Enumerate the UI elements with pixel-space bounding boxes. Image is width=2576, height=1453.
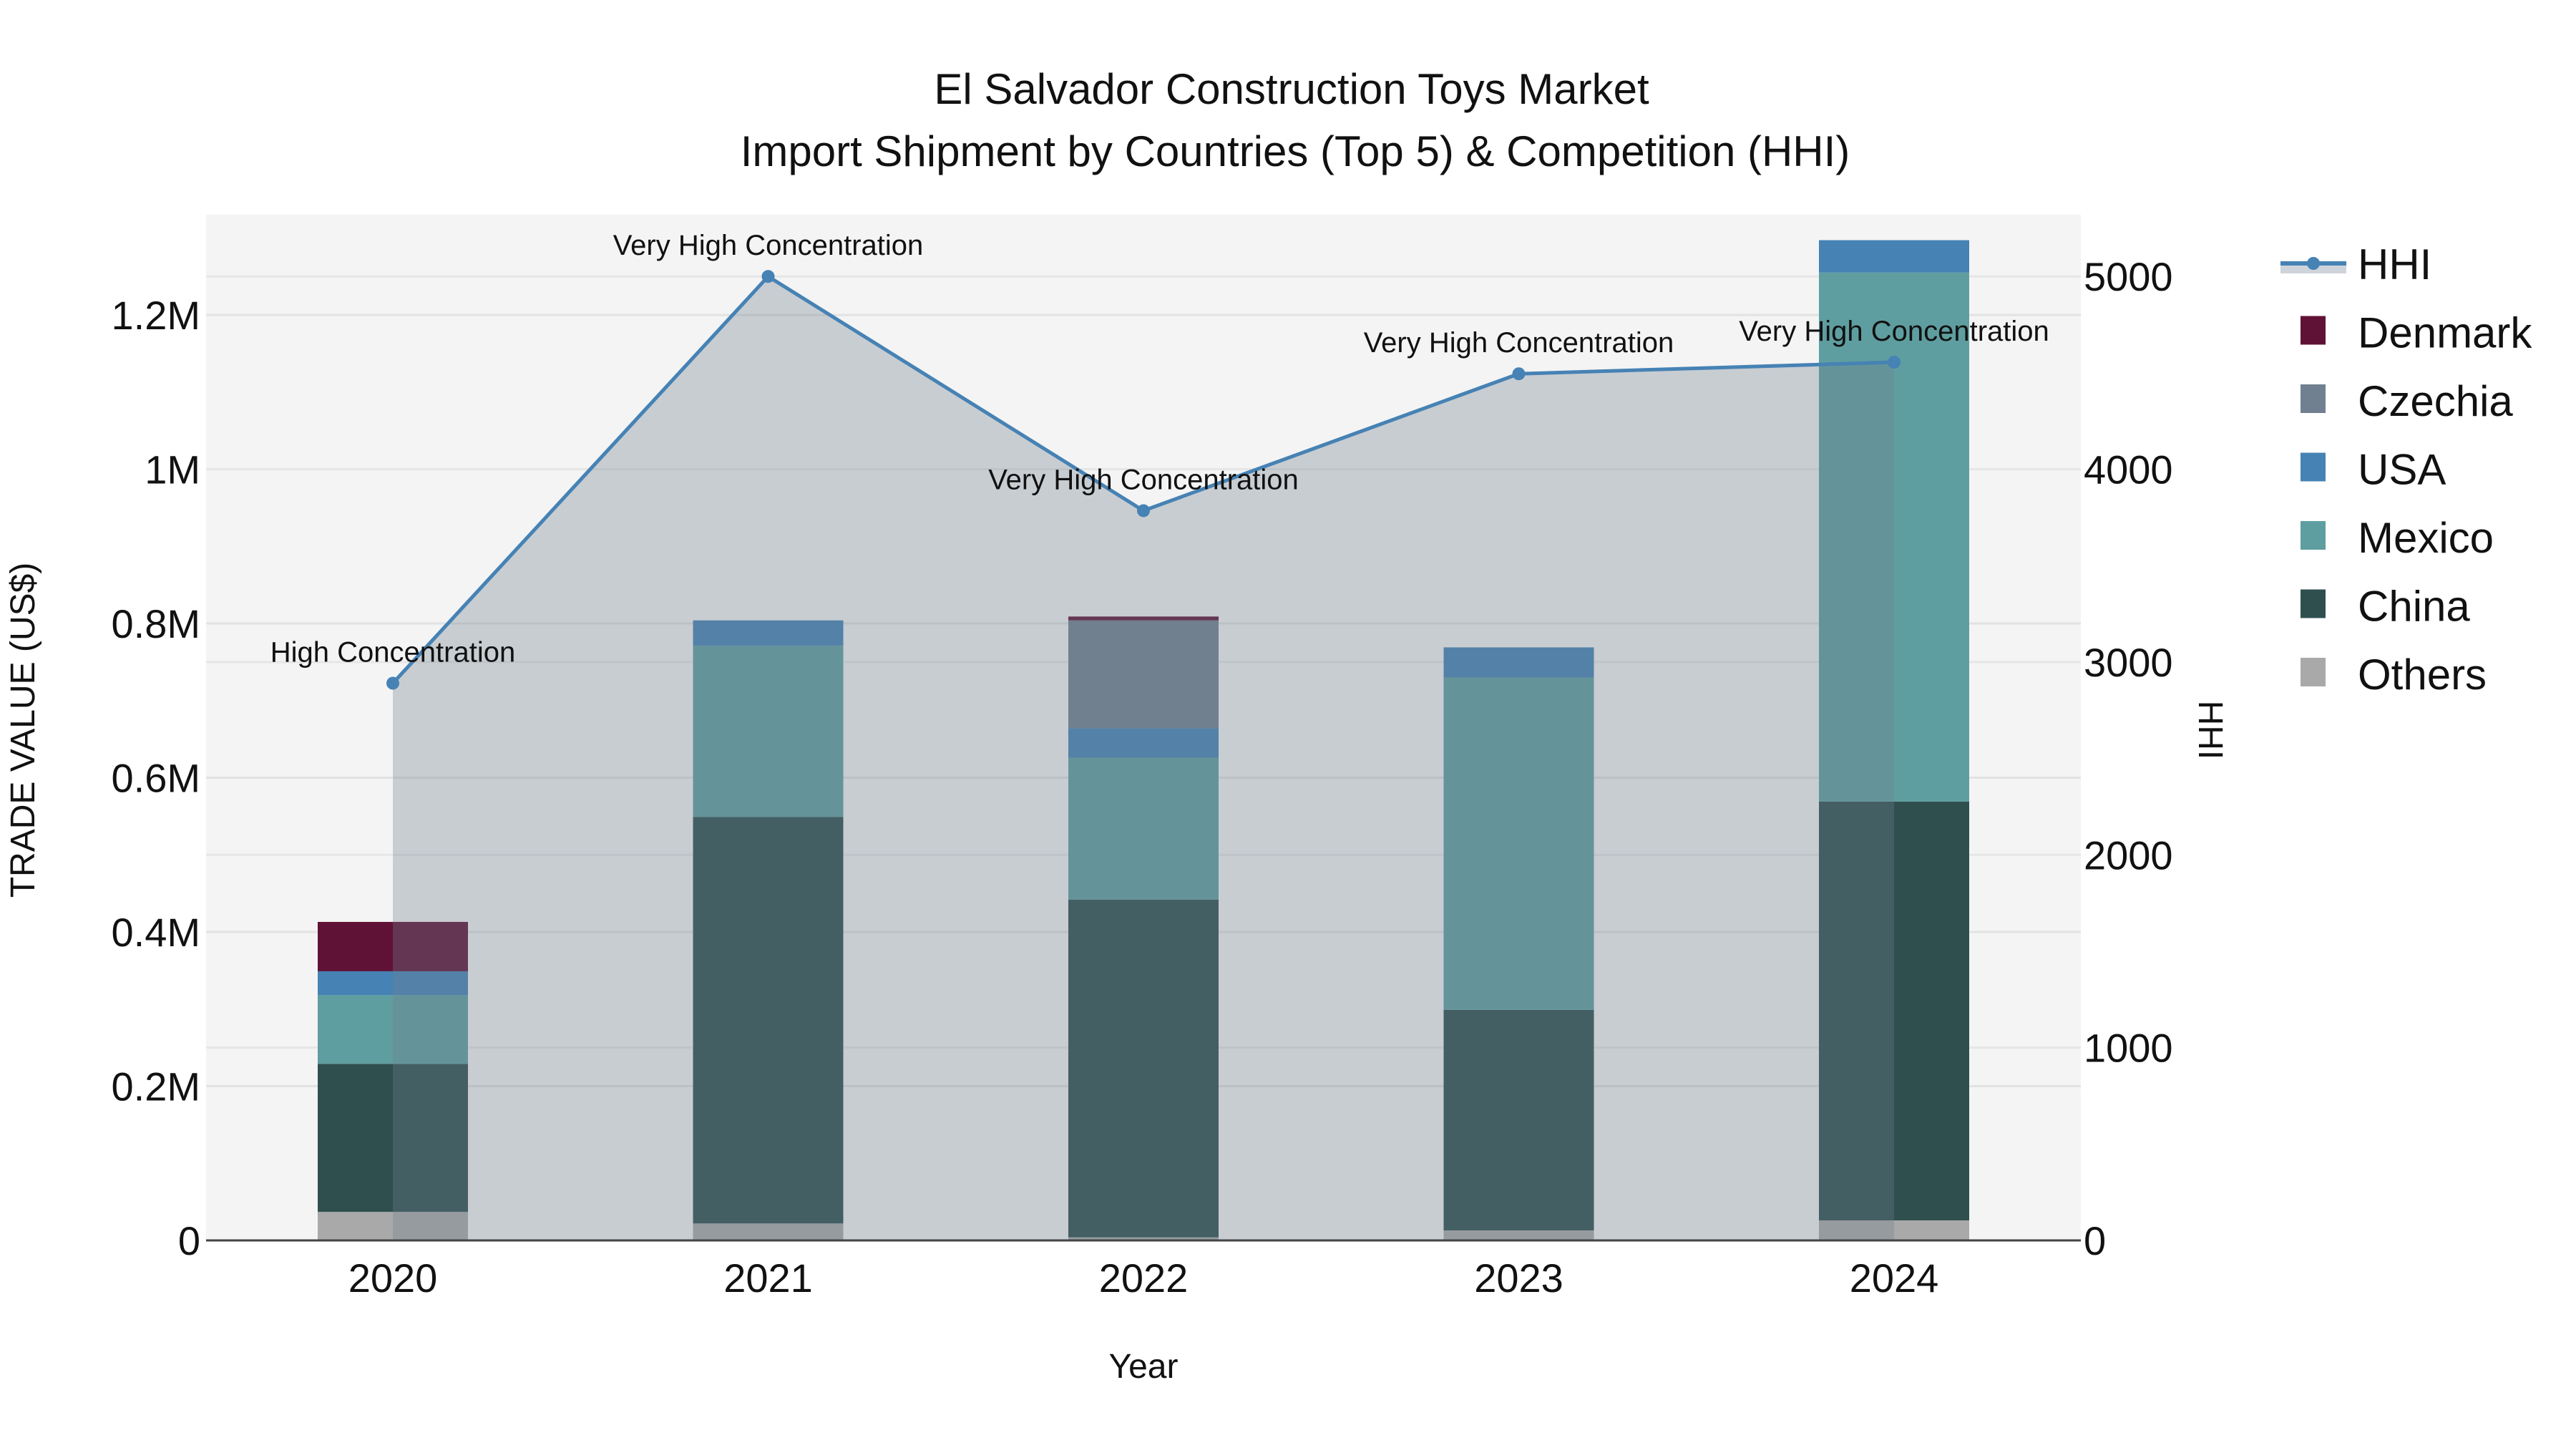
bar-china-2021[interactable] bbox=[693, 817, 844, 1224]
hhi-area bbox=[393, 276, 1894, 1240]
chart-title-line1: El Salvador Construction Toys Market bbox=[934, 65, 1649, 113]
legend-swatch-others bbox=[2301, 658, 2326, 686]
legend-swatch-denmark bbox=[2301, 316, 2326, 345]
bar-usa-2020[interactable] bbox=[318, 971, 468, 996]
bar-china-2022[interactable] bbox=[1068, 899, 1219, 1238]
y-tick-label: 0.4M bbox=[112, 910, 201, 955]
bar-usa-2024[interactable] bbox=[1819, 240, 1969, 273]
hhi-annotation: Very High Concentration bbox=[613, 230, 924, 261]
hhi-annotation: Very High Concentration bbox=[988, 464, 1299, 495]
x-tick-label: 2024 bbox=[1850, 1255, 1939, 1301]
bar-china-2020[interactable] bbox=[318, 1064, 468, 1213]
y-tick-label: 0.2M bbox=[112, 1064, 201, 1109]
legend-label-others[interactable]: Others bbox=[2358, 651, 2487, 699]
bar-mexico-2022[interactable] bbox=[1068, 757, 1219, 900]
legend-label-usa[interactable]: USA bbox=[2358, 446, 2446, 494]
bar-denmark-2022[interactable] bbox=[1068, 616, 1219, 621]
hhi-point-2022[interactable] bbox=[1137, 504, 1150, 517]
bar-mexico-2021[interactable] bbox=[693, 646, 844, 817]
legend-swatch-czechia bbox=[2301, 384, 2326, 413]
bar-czechia-2022[interactable] bbox=[1068, 620, 1219, 729]
legend-swatch-china bbox=[2301, 589, 2326, 618]
hhi-point-2024[interactable] bbox=[1888, 356, 1901, 369]
legend-swatch-usa bbox=[2301, 452, 2326, 482]
y2-tick-label: 4000 bbox=[2084, 447, 2173, 492]
bar-usa-2023[interactable] bbox=[1443, 647, 1594, 678]
y-tick-label: 0.6M bbox=[112, 756, 201, 801]
bar-others-2021[interactable] bbox=[693, 1223, 844, 1240]
chart-title-line2: Import Shipment by Countries (Top 5) & C… bbox=[741, 127, 1850, 175]
bar-mexico-2020[interactable] bbox=[318, 995, 468, 1064]
y-tick-label: 0.8M bbox=[112, 601, 201, 646]
x-tick-label: 2020 bbox=[348, 1255, 438, 1301]
bar-usa-2021[interactable] bbox=[693, 620, 844, 646]
legend-label-czechia[interactable]: Czechia bbox=[2358, 377, 2513, 425]
legend-hhi-marker-icon bbox=[2307, 257, 2320, 270]
hhi-annotation: Very High Concentration bbox=[1739, 316, 2049, 347]
x-tick-label: 2022 bbox=[1099, 1255, 1189, 1301]
y-axis-title: TRADE VALUE (US$) bbox=[4, 563, 42, 898]
bar-mexico-2023[interactable] bbox=[1443, 677, 1594, 1010]
hhi-annotation: Very High Concentration bbox=[1364, 327, 1674, 359]
legend: HHI Denmark Czechia USA Mexico China Others bbox=[2280, 240, 2532, 699]
bar-others-2024[interactable] bbox=[1819, 1220, 1969, 1240]
bar-others-2023[interactable] bbox=[1443, 1230, 1594, 1240]
y-tick-label: 1M bbox=[145, 447, 200, 492]
legend-label-china[interactable]: China bbox=[2358, 583, 2470, 631]
x-tick-label: 2023 bbox=[1474, 1255, 1563, 1301]
hhi-point-2020[interactable] bbox=[386, 676, 399, 690]
hhi-point-2021[interactable] bbox=[761, 270, 775, 283]
y2-tick-label: 0 bbox=[2084, 1218, 2106, 1263]
hhi-point-2023[interactable] bbox=[1512, 367, 1526, 381]
legend-swatch-mexico bbox=[2301, 521, 2326, 550]
x-axis-title: Year bbox=[1109, 1348, 1179, 1386]
y-tick-label: 0 bbox=[178, 1218, 200, 1263]
legend-label-hhi[interactable]: HHI bbox=[2358, 240, 2431, 288]
y2-tick-label: 2000 bbox=[2084, 832, 2173, 878]
x-tick-label: 2021 bbox=[723, 1255, 813, 1301]
bar-others-2022[interactable] bbox=[1068, 1237, 1219, 1240]
y2-tick-label: 1000 bbox=[2084, 1026, 2173, 1071]
bar-others-2020[interactable] bbox=[318, 1212, 468, 1240]
y2-axis-title: HHI bbox=[2191, 701, 2229, 760]
legend-label-denmark[interactable]: Denmark bbox=[2358, 309, 2532, 357]
bar-china-2024[interactable] bbox=[1819, 801, 1969, 1220]
hhi-annotation: High Concentration bbox=[270, 637, 515, 669]
legend-label-mexico[interactable]: Mexico bbox=[2358, 514, 2494, 562]
bar-china-2023[interactable] bbox=[1443, 1009, 1594, 1230]
y2-tick-label: 5000 bbox=[2084, 254, 2173, 299]
bar-denmark-2020[interactable] bbox=[318, 922, 468, 971]
bar-usa-2022[interactable] bbox=[1068, 728, 1219, 758]
y2-tick-label: 3000 bbox=[2084, 640, 2173, 685]
y-tick-label: 1.2M bbox=[112, 293, 201, 338]
